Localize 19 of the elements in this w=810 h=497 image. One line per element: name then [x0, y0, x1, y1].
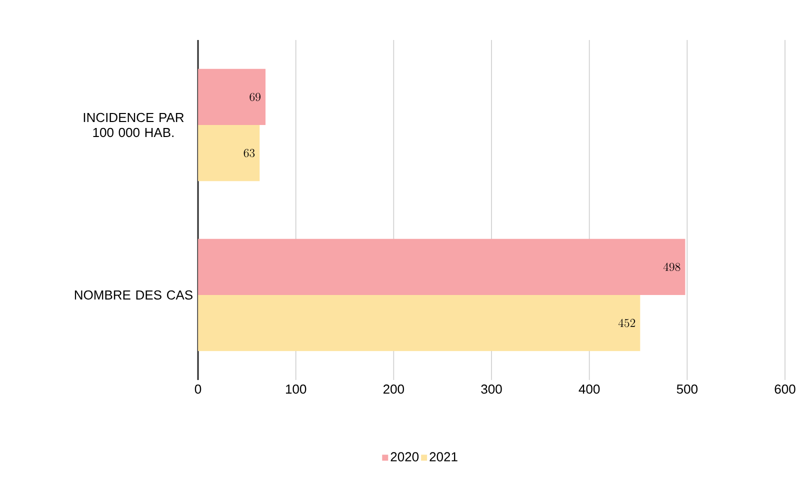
bar — [198, 294, 640, 352]
y-tick-label: NOMBRE DES CAS — [74, 290, 192, 300]
x-tick-label: 500 — [676, 384, 698, 394]
x-tick-label: 200 — [383, 384, 404, 394]
legend-label: 2021 — [430, 452, 458, 462]
data-label: 69 — [250, 92, 260, 102]
y-tick-label: INCIDENCE PAR 100 000 HAB. — [84, 112, 184, 138]
x-tick-label: 600 — [774, 384, 796, 394]
data-label: 452 — [618, 318, 636, 328]
bar — [198, 238, 686, 295]
x-tick-label: 300 — [481, 384, 502, 394]
data-label: 63 — [244, 148, 255, 158]
bar — [198, 124, 260, 182]
bar — [198, 68, 266, 125]
x-tick-label: 400 — [578, 384, 600, 394]
data-label: 498 — [663, 262, 680, 272]
x-tick-label: 100 — [286, 384, 306, 394]
x-tick-label: 0 — [194, 384, 202, 394]
legend-label: 2020 — [390, 452, 419, 462]
